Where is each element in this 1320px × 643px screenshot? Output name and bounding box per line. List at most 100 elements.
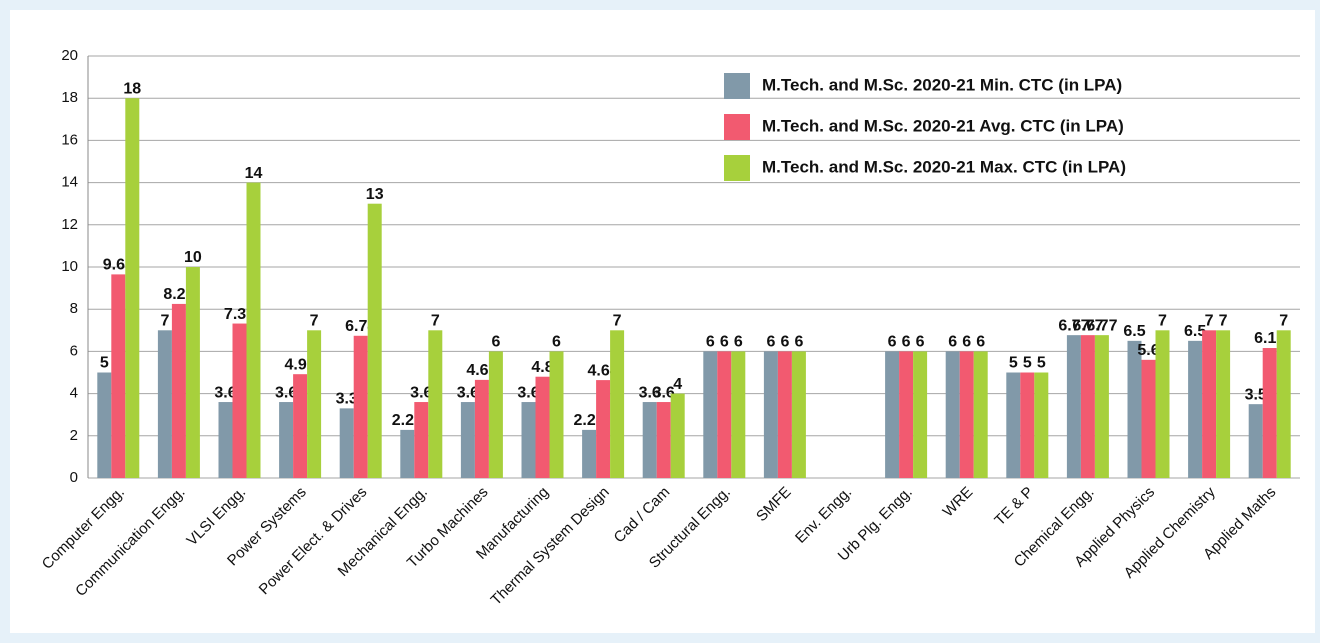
value-label: 3.6: [275, 384, 297, 401]
value-label: 6: [720, 334, 729, 351]
bar: [1066, 335, 1081, 478]
value-label: 7: [1158, 313, 1167, 330]
bar: [367, 203, 382, 478]
bar: [400, 429, 415, 478]
bar: [353, 335, 368, 478]
bar: [1248, 404, 1263, 478]
value-label: 10: [184, 249, 202, 266]
value-label: 13: [366, 186, 384, 203]
bar: [1020, 372, 1035, 478]
bar: [1094, 335, 1109, 478]
value-label: 6.5: [1184, 323, 1206, 340]
bar: [1080, 335, 1095, 478]
y-tick-label: 4: [70, 385, 78, 402]
bar: [973, 351, 988, 478]
value-label: 6.5: [1123, 323, 1145, 340]
value-label: 5: [1009, 355, 1018, 372]
value-label: 6: [916, 334, 925, 351]
bar: [488, 351, 503, 478]
y-tick-label: 2: [70, 427, 78, 444]
bar: [763, 351, 778, 478]
value-label: 5: [1023, 355, 1032, 372]
value-label: 6: [794, 334, 803, 351]
bar: [474, 379, 489, 478]
bar: [111, 274, 126, 478]
bar: [171, 303, 186, 478]
value-label: 3.5: [1245, 386, 1267, 403]
value-label: 3.6: [639, 384, 661, 401]
value-label: 3.6: [517, 384, 539, 401]
bar: [185, 267, 200, 478]
bar: [535, 376, 550, 478]
panel: [10, 10, 1315, 633]
bar: [717, 351, 732, 478]
value-label: 7: [160, 313, 169, 330]
legend-label: M.Tech. and M.Sc. 2020-21 Max. CTC (in L…: [762, 157, 1126, 176]
value-label: 6: [962, 334, 971, 351]
value-label: 4.8: [531, 359, 553, 376]
bar: [777, 351, 792, 478]
bar: [460, 402, 475, 478]
value-label: 6: [552, 334, 561, 351]
value-label: 7: [613, 313, 622, 330]
value-label: 6: [734, 334, 743, 351]
legend-swatch: [724, 155, 750, 181]
value-label: 6: [888, 334, 897, 351]
bar: [1034, 372, 1049, 478]
y-tick-label: 20: [61, 47, 78, 64]
bar: [1202, 330, 1217, 478]
value-label: 5.6: [1137, 342, 1159, 359]
bar: [1006, 372, 1021, 478]
bar: [791, 351, 806, 478]
y-tick-label: 6: [70, 342, 78, 359]
bar: [414, 402, 429, 478]
value-label: 6: [780, 334, 789, 351]
value-label: 18: [123, 80, 141, 97]
bar: [293, 374, 308, 478]
value-label: 7: [310, 313, 319, 330]
bar: [157, 330, 172, 478]
value-label: 5: [100, 355, 109, 372]
bar: [1155, 330, 1170, 478]
y-tick-label: 12: [61, 216, 78, 233]
value-label: 5: [1037, 355, 1046, 372]
bar: [307, 330, 322, 478]
bar: [1188, 340, 1203, 478]
value-label: 7: [1205, 313, 1214, 330]
bar: [596, 380, 611, 478]
bar: [1141, 359, 1156, 478]
bar: [885, 351, 900, 478]
bar: [521, 402, 536, 478]
value-label: 6: [948, 334, 957, 351]
legend-label: M.Tech. and M.Sc. 2020-21 Avg. CTC (in L…: [762, 116, 1124, 135]
legend-swatch: [724, 73, 750, 99]
value-label: 3.6: [457, 384, 479, 401]
bar: [670, 393, 685, 478]
bar: [899, 351, 914, 478]
bar: [279, 402, 294, 478]
bar: [428, 330, 443, 478]
y-tick-label: 16: [61, 131, 78, 148]
bar: [610, 330, 625, 478]
bar: [339, 408, 354, 478]
bar: [582, 429, 597, 478]
bar: [656, 402, 671, 478]
value-label: 6.77: [1058, 317, 1089, 334]
bar: [549, 351, 564, 478]
value-label: 6: [766, 334, 775, 351]
bar: [97, 372, 112, 478]
legend-label: M.Tech. and M.Sc. 2020-21 Min. CTC (in L…: [762, 75, 1122, 94]
bar: [913, 351, 928, 478]
bar: [125, 98, 140, 478]
value-label: 7: [1219, 313, 1228, 330]
y-tick-label: 0: [70, 469, 78, 486]
bar: [1276, 330, 1291, 478]
value-label: 3.6: [653, 384, 675, 401]
value-label: 6: [491, 334, 500, 351]
value-label: 6: [976, 334, 985, 351]
bar: [703, 351, 718, 478]
value-label: 3.6: [410, 384, 432, 401]
y-tick-label: 8: [70, 300, 78, 317]
